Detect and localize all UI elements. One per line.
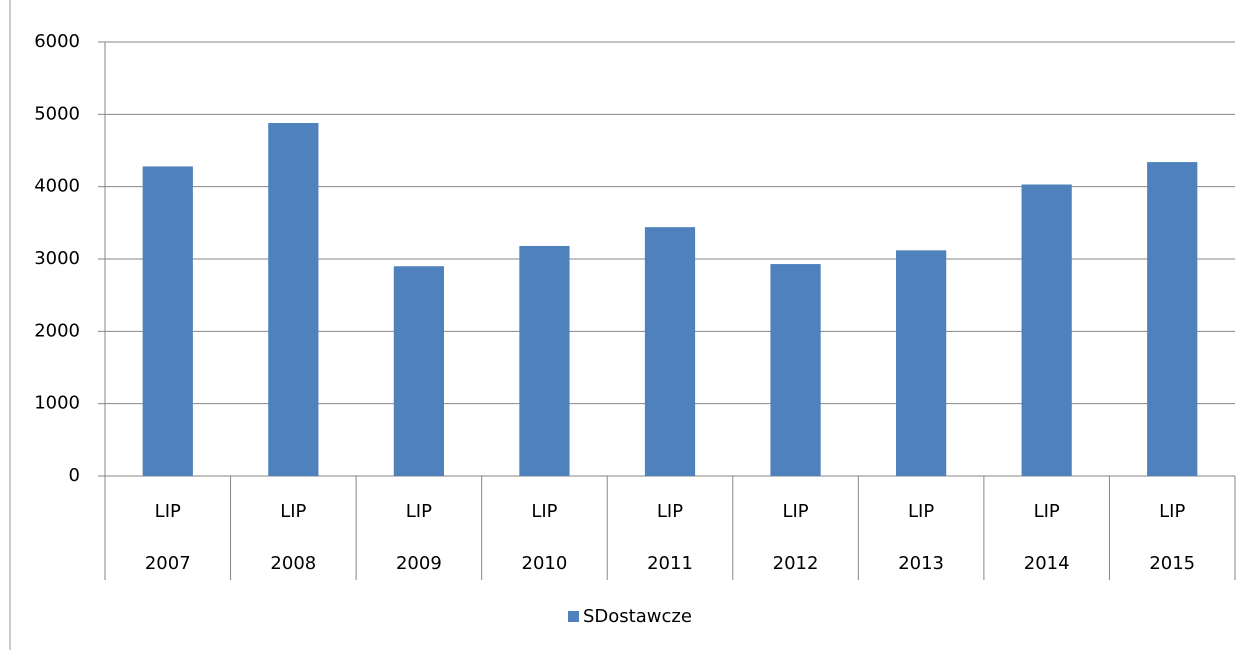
bar [770,264,821,476]
bar [896,250,947,476]
bar [1021,184,1072,476]
x-tick-label: 2015 [1149,553,1195,574]
bar [393,266,444,476]
y-tick-label: 6000 [34,31,80,52]
x-tick-label: 2008 [270,553,316,574]
x-tick-label: 2010 [522,553,568,574]
bar [519,245,570,476]
x-tick-label: LIP [280,501,306,522]
legend-swatch [568,611,579,622]
x-tick-label: 2011 [647,553,693,574]
x-tick-label: 2013 [898,553,944,574]
y-tick-label: 5000 [34,103,80,124]
y-tick-label: 4000 [34,176,80,197]
x-tick-label: LIP [1034,501,1060,522]
y-tick-label: 2000 [34,320,80,341]
bar [644,227,696,476]
x-tick-label: LIP [531,501,557,522]
x-tick-label: LIP [1159,501,1185,522]
y-tick-label: 1000 [34,393,80,414]
bar [268,123,319,476]
x-tick-label: LIP [782,501,808,522]
bar [1147,162,1198,476]
x-tick-label: LIP [155,501,181,522]
x-tick-label: LIP [406,501,432,522]
y-tick-label: 0 [69,465,80,486]
x-tick-label: 2014 [1024,553,1070,574]
x-tick-label: 2012 [773,553,819,574]
x-tick-label: LIP [908,501,934,522]
bar [142,166,193,476]
x-tick-label: 2007 [145,553,191,574]
chart-border [9,0,11,650]
x-tick-label: 2009 [396,553,442,574]
legend-label: SDostawcze [583,606,692,627]
x-tick-label: LIP [657,501,683,522]
y-tick-label: 3000 [34,248,80,269]
